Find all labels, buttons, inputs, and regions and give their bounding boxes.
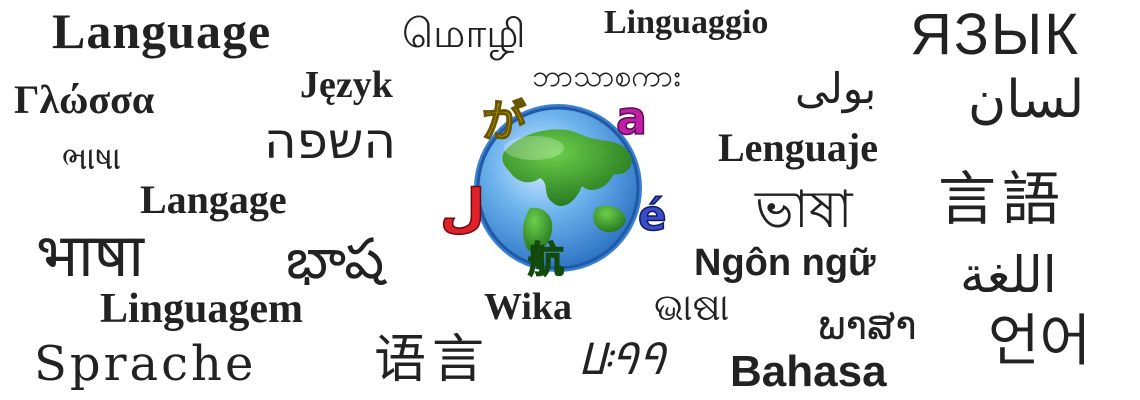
word-language-greek: Γλώσσα	[14, 77, 155, 122]
word-language-italian: Linguaggio	[604, 4, 769, 41]
word-language-odia: ଭାଷା	[654, 285, 730, 329]
word-language-german: Sprache	[34, 336, 257, 392]
word-language-french: Langage	[140, 177, 287, 222]
word-language-burmese: ဘာသာစကား	[532, 59, 681, 94]
word-language-bamum: ꚶꛀꛀ	[578, 334, 666, 385]
latin-a-letter: a	[616, 91, 647, 145]
word-language-korean: 언어	[988, 309, 1092, 374]
word-language-indonesian: Bahasa	[730, 347, 887, 396]
word-language-chinese: 语言	[374, 330, 491, 390]
word-language-telugu: భాష	[286, 227, 385, 292]
word-language-hindi: भाषा	[36, 221, 144, 291]
word-language-spanish: Lenguaje	[718, 125, 878, 170]
word-language-gujarati: ભાષા	[62, 139, 122, 177]
kana-ga-letter: が	[482, 96, 526, 147]
chinese-hang-letter: 航	[528, 239, 564, 281]
word-language-tamil: மொழி	[402, 11, 526, 57]
globe-logo: が a ل é 航	[439, 90, 667, 282]
word-language-portuguese: Linguagem	[100, 286, 304, 332]
word-language-russian: ЯЗЫК	[910, 2, 1081, 67]
word-language-japanese: 言語	[938, 165, 1067, 233]
word-language-urdu: بولی	[795, 64, 877, 113]
word-language-bengali: ভাষা	[755, 180, 853, 240]
word-language-polish: Język	[300, 64, 393, 106]
word-language-hebrew: השפה	[264, 112, 396, 170]
word-language-vietnamese: Ngôn ngữ	[694, 242, 876, 284]
word-language-english: Language	[52, 3, 272, 59]
e-acute-letter: é	[638, 191, 667, 240]
word-language-arabic-lugha: اللغة	[960, 246, 1057, 304]
arabic-letter: ل	[440, 179, 485, 239]
word-language-arabic-lisan: لسان	[968, 70, 1085, 130]
globe-icon	[474, 104, 642, 272]
word-language-filipino: Wika	[484, 286, 573, 328]
word-language-lao: ພາສາ	[818, 303, 917, 349]
